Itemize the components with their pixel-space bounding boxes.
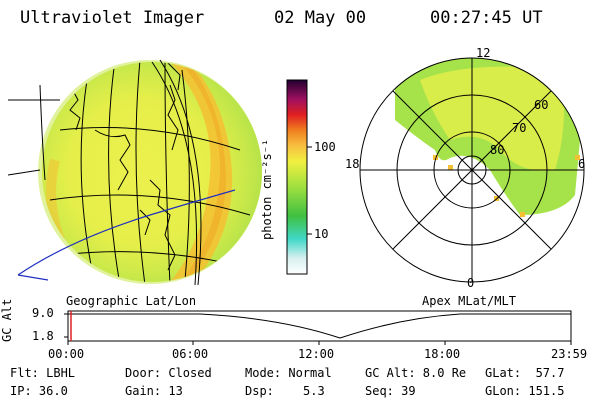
date-label: 02 May 00 — [274, 8, 367, 28]
mlt-label-18: 18 — [345, 157, 360, 171]
colorbar-tick-100: 100 — [314, 140, 336, 154]
mlt-label-12: 12 — [476, 46, 491, 60]
mlt-label-6: 6 — [578, 157, 586, 171]
alt-ytick-9: 9.0 — [32, 306, 54, 320]
alt-xtick-0600: 06:00 — [172, 347, 209, 361]
instrument-title: Ultraviolet Imager — [20, 8, 205, 28]
alt-xtick-2359: 23:59 — [551, 347, 588, 361]
mlt-label-0: 0 — [467, 276, 475, 290]
colorbar-unit-label: photon cm⁻²s⁻¹ — [260, 138, 274, 240]
info-flt: Flt: LBHL — [10, 366, 76, 380]
alt-ylabel: GC Alt — [0, 298, 14, 342]
alt-xtick-0000: 00:00 — [48, 347, 85, 361]
alt-xtick-1800: 18:00 — [424, 347, 461, 361]
info-dsp-value: 5.3 — [303, 384, 325, 398]
altitude-plot — [64, 310, 572, 345]
alt-xtick-1200: 12:00 — [298, 347, 335, 361]
info-door: Door: Closed — [125, 366, 212, 380]
polar-plot — [359, 57, 585, 283]
lat-label-70: 70 — [512, 121, 527, 135]
info-ip: IP: 36.0 — [10, 384, 68, 398]
lat-label-60: 60 — [534, 98, 549, 112]
earth-image — [7, 59, 262, 286]
info-seq: Seq: 39 — [365, 384, 416, 398]
info-glon: GLon: 151.5 — [485, 384, 565, 398]
left-panel-label: Geographic Lat/Lon — [66, 294, 197, 308]
info-dsp-label: Dsp: — [245, 384, 274, 398]
colorbar-tick-10: 10 — [314, 227, 329, 241]
right-panel-label: Apex MLat/MLT — [422, 294, 516, 308]
colorbar — [286, 79, 312, 275]
info-mode: Mode: Normal — [245, 366, 332, 380]
info-glat: GLat: 57.7 — [485, 366, 565, 380]
info-gain: Gain: 13 — [125, 384, 183, 398]
time-label: 00:27:45 UT — [430, 8, 543, 28]
info-gc-alt: GC Alt: 8.0 Re — [365, 366, 467, 380]
alt-ytick-1: 1.8 — [32, 329, 54, 343]
lat-label-80: 80 — [490, 143, 505, 157]
